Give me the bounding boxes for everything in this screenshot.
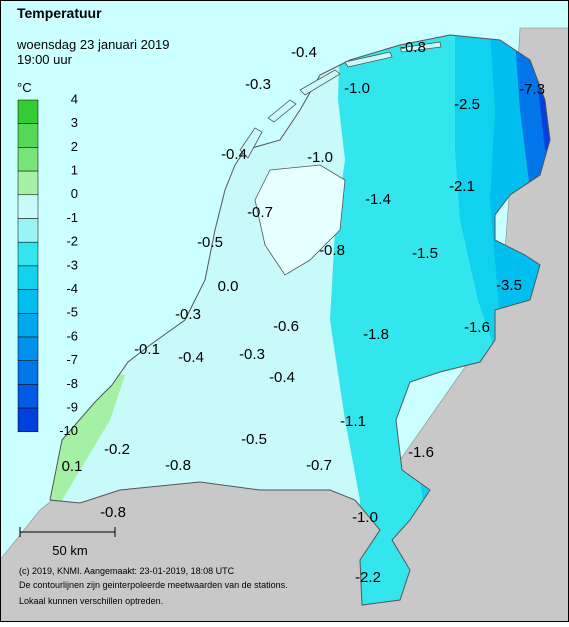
legend-tick-label: -10 [59, 423, 78, 438]
station-value: -2.5 [454, 96, 480, 113]
station-value: -0.3 [239, 346, 265, 363]
station-value: -2.2 [355, 569, 381, 586]
station-value: -1.4 [365, 191, 391, 208]
legend-tick-label: 2 [71, 139, 78, 154]
legend-swatch [17, 336, 39, 361]
legend-tick-label: -5 [66, 305, 78, 320]
legend-tick-label: 3 [71, 115, 78, 130]
legend: 4 3 2 1 0 -1 -2 -3 -4 -5 -6 -7 -8 -9 -10 [17, 91, 78, 438]
legend-swatch [17, 241, 39, 267]
footer: Lokaal kunnen verschillen optreden. [19, 596, 163, 606]
ijsselmeer [254, 164, 346, 276]
station-value: -0.7 [247, 204, 273, 221]
legend-swatch [17, 360, 39, 385]
legend-tick-label: -4 [66, 281, 78, 296]
legend-swatch [17, 123, 39, 148]
station-value: -1.6 [408, 444, 434, 461]
scale-label: 50 km [52, 543, 87, 558]
legend-swatch [17, 384, 39, 409]
station-value: -0.4 [178, 349, 204, 366]
legend-swatch [17, 194, 39, 219]
legend-swatch [17, 265, 39, 290]
station-value: -0.8 [165, 457, 191, 474]
station-value: -0.1 [134, 341, 160, 358]
station-value: -1.5 [412, 245, 438, 262]
station-value: -0.8 [100, 504, 126, 521]
legend-tick-label: -8 [66, 376, 78, 391]
station-value: -7.3 [519, 81, 545, 98]
legend-swatch [17, 407, 39, 433]
station-value: -0.3 [175, 306, 201, 323]
legend-swatch [17, 289, 39, 314]
legend-tick-label: -3 [66, 257, 78, 272]
station-value: -1.0 [307, 149, 333, 166]
legend-tick-label: -1 [66, 210, 78, 225]
station-value: -1.1 [340, 413, 366, 430]
station-value: -0.7 [306, 457, 332, 474]
legend-tick-label: 4 [71, 91, 78, 106]
legend-tick-label: 0 [71, 186, 78, 201]
station-value: -1.6 [464, 319, 490, 336]
station-value: -0.4 [291, 44, 317, 61]
legend-swatch [17, 147, 39, 172]
legend-tick-label: -6 [66, 328, 78, 343]
station-value: -0.2 [104, 441, 130, 458]
legend-swatch [17, 170, 39, 196]
legend-tick-label: -9 [66, 400, 78, 415]
station-labels: -0.4 -0.8 -0.3 -1.0 -7.3 -2.5 -0.4 -1.0 -2.1 -1.4… [62, 39, 545, 586]
legend-tick-label: -7 [66, 352, 78, 367]
station-value: 0.1 [62, 458, 83, 475]
station-value: -1.0 [344, 80, 370, 97]
station-value: -1.8 [363, 326, 389, 343]
time: 19:00 uur [17, 52, 73, 67]
legend-swatch [17, 313, 39, 338]
station-value: -0.8 [400, 39, 426, 56]
title: Temperatuur [17, 5, 102, 21]
station-value: -0.8 [319, 242, 345, 259]
legend-swatch [17, 99, 39, 124]
station-value: -0.5 [197, 234, 223, 251]
wadden-islands [239, 41, 442, 159]
legend-swatch [17, 218, 39, 243]
footer: (c) 2019, KNMI. Aangemaakt: 23-01-2019, … [19, 566, 235, 576]
station-value: -2.1 [449, 178, 475, 195]
station-value: -0.6 [273, 318, 299, 335]
station-value: -1.0 [352, 509, 378, 526]
station-value: -0.4 [269, 369, 295, 386]
station-value: -0.3 [245, 76, 271, 93]
legend-tick-label: -2 [66, 234, 78, 249]
legend-tick-label: 1 [71, 163, 78, 178]
legend-unit: °C [17, 80, 32, 95]
station-value: -3.5 [496, 277, 522, 294]
station-value: 0.0 [218, 278, 239, 295]
country-outline [49, 34, 551, 606]
footer: De contourlijnen zijn geinterpoleerde me… [19, 580, 288, 590]
date: woensdag 23 januari 2019 [16, 37, 170, 52]
station-value: -0.5 [241, 431, 267, 448]
station-value: -0.4 [221, 146, 247, 163]
